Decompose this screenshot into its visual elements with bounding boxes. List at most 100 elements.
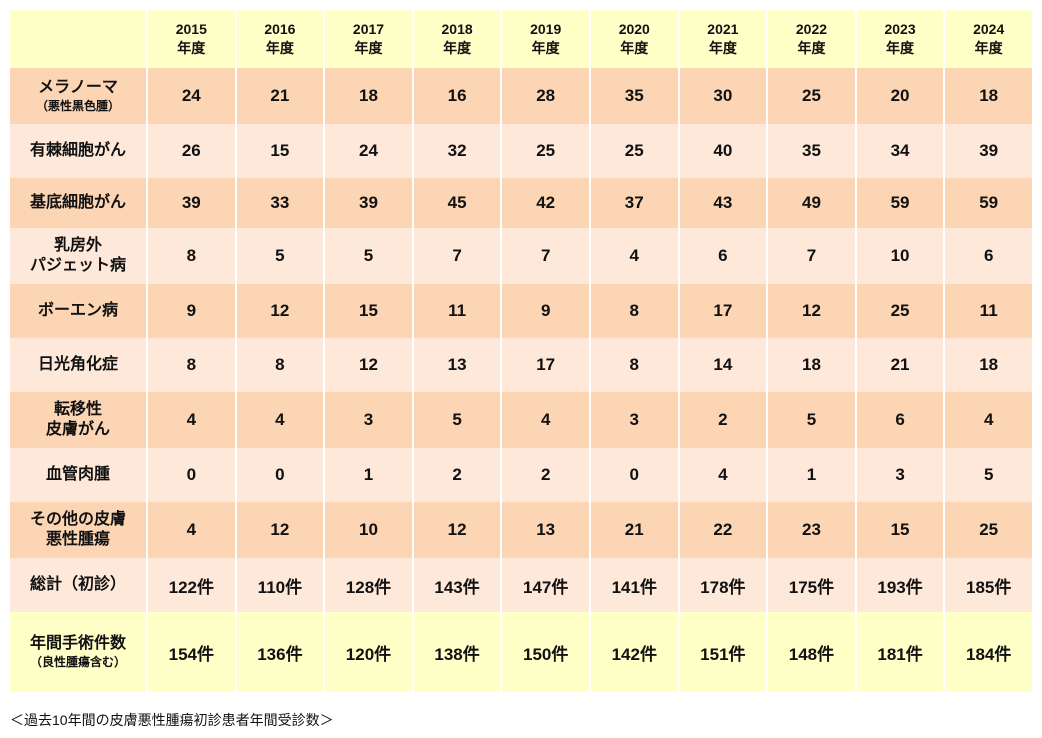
table-cell: 18 (945, 68, 1032, 124)
table-cell: 150件 (502, 612, 589, 692)
table-cell: 1 (768, 448, 855, 502)
table-cell: 8 (590, 338, 678, 392)
table-cell: 5 (768, 392, 855, 448)
skin-tumor-table-container: 2015 年度 2016 年度 2017 年度 2018 年度 2019 年度 2020 年… (8, 10, 1034, 692)
table-cell: 193件 (856, 558, 944, 612)
row-label: 有棘細胞がん (10, 124, 146, 178)
table-cell: 16 (413, 68, 501, 124)
table-cell: 8 (236, 338, 324, 392)
table-cell: 1 (325, 448, 412, 502)
table-cell: 34 (856, 124, 944, 178)
table-cell: 42 (502, 178, 589, 228)
table-cell: 15 (325, 284, 412, 338)
table-cell: 26 (148, 124, 235, 178)
table-cell: 12 (236, 284, 324, 338)
table-cell: 12 (768, 284, 855, 338)
table-cell: 136件 (236, 612, 324, 692)
table-cell: 39 (148, 178, 235, 228)
row-label: 年間手術件数 （良性腫瘍含む） (10, 612, 146, 692)
table-cell: 178件 (679, 558, 767, 612)
table-cell: 4 (502, 392, 589, 448)
table-cell: 6 (945, 228, 1032, 284)
table-cell: 45 (413, 178, 501, 228)
table-cell: 2 (413, 448, 501, 502)
table-cell: 4 (148, 502, 235, 558)
row-label: 総計（初診） (10, 558, 146, 612)
table-cell: 37 (590, 178, 678, 228)
table-cell: 39 (325, 178, 412, 228)
table-cell: 25 (502, 124, 589, 178)
table-cell: 15 (856, 502, 944, 558)
table-cell: 24 (148, 68, 235, 124)
table-cell: 17 (679, 284, 767, 338)
table-cell: 23 (768, 502, 855, 558)
year-header-2022: 2022 年度 (768, 10, 855, 68)
table-cell: 28 (502, 68, 589, 124)
table-cell: 120件 (325, 612, 412, 692)
table-cell: 59 (856, 178, 944, 228)
table-cell: 39 (945, 124, 1032, 178)
row-label: 転移性 皮膚がん (10, 392, 146, 448)
skin-tumor-table: 2015 年度 2016 年度 2017 年度 2018 年度 2019 年度 2020 年… (8, 10, 1034, 692)
table-cell: 0 (148, 448, 235, 502)
table-cell: 14 (679, 338, 767, 392)
table-cell: 128件 (325, 558, 412, 612)
table-cell: 30 (679, 68, 767, 124)
table-cell: 25 (768, 68, 855, 124)
table-cell: 12 (325, 338, 412, 392)
table-cell: 22 (679, 502, 767, 558)
table-cell: 2 (502, 448, 589, 502)
table-cell: 141件 (590, 558, 678, 612)
table-cell: 7 (768, 228, 855, 284)
table-cell: 142件 (590, 612, 678, 692)
table-cell: 13 (413, 338, 501, 392)
table-cell: 2 (679, 392, 767, 448)
table-cell: 20 (856, 68, 944, 124)
table-cell: 18 (768, 338, 855, 392)
table-cell: 110件 (236, 558, 324, 612)
year-header-2016: 2016 年度 (236, 10, 324, 68)
table-cell: 35 (590, 68, 678, 124)
table-row-other-malignant: その他の皮膚 悪性腫瘍 4 12 10 12 13 21 22 23 15 25 (10, 502, 1032, 558)
table-cell: 184件 (945, 612, 1032, 692)
table-cell: 3 (325, 392, 412, 448)
table-cell: 35 (768, 124, 855, 178)
year-header-2017: 2017 年度 (325, 10, 412, 68)
table-row-melanoma: メラノーマ （悪性黒色腫） 24 21 18 16 28 35 30 25 20 … (10, 68, 1032, 124)
table-cell: 4 (590, 228, 678, 284)
table-cell: 8 (590, 284, 678, 338)
row-label: ボーエン病 (10, 284, 146, 338)
table-cell: 10 (856, 228, 944, 284)
table-cell: 175件 (768, 558, 855, 612)
table-cell: 49 (768, 178, 855, 228)
table-cell: 21 (236, 68, 324, 124)
table-cell: 8 (148, 338, 235, 392)
table-row-annual-surgeries: 年間手術件数 （良性腫瘍含む） 154件 136件 120件 138件 150件 … (10, 612, 1032, 692)
table-cell: 7 (502, 228, 589, 284)
row-label: その他の皮膚 悪性腫瘍 (10, 502, 146, 558)
table-cell: 185件 (945, 558, 1032, 612)
table-cell: 21 (590, 502, 678, 558)
table-row-bowen: ボーエン病 9 12 15 11 9 8 17 12 25 11 (10, 284, 1032, 338)
table-cell: 4 (236, 392, 324, 448)
table-cell: 11 (945, 284, 1032, 338)
table-cell: 25 (945, 502, 1032, 558)
table-cell: 6 (679, 228, 767, 284)
table-cell: 12 (236, 502, 324, 558)
row-label: メラノーマ （悪性黒色腫） (10, 68, 146, 124)
table-row-squamous-cell: 有棘細胞がん 26 15 24 32 25 25 40 35 34 39 (10, 124, 1032, 178)
table-cell: 10 (325, 502, 412, 558)
year-header-2021: 2021 年度 (679, 10, 767, 68)
table-cell: 25 (590, 124, 678, 178)
table-row-basal-cell: 基底細胞がん 39 33 39 45 42 37 43 49 59 59 (10, 178, 1032, 228)
year-header-2015: 2015 年度 (148, 10, 235, 68)
table-cell: 0 (590, 448, 678, 502)
table-cell: 9 (148, 284, 235, 338)
table-cell: 11 (413, 284, 501, 338)
table-row-total-initial: 総計（初診） 122件 110件 128件 143件 147件 141件 178… (10, 558, 1032, 612)
table-cell: 3 (856, 448, 944, 502)
table-cell: 9 (502, 284, 589, 338)
table-cell: 33 (236, 178, 324, 228)
table-cell: 13 (502, 502, 589, 558)
table-cell: 147件 (502, 558, 589, 612)
